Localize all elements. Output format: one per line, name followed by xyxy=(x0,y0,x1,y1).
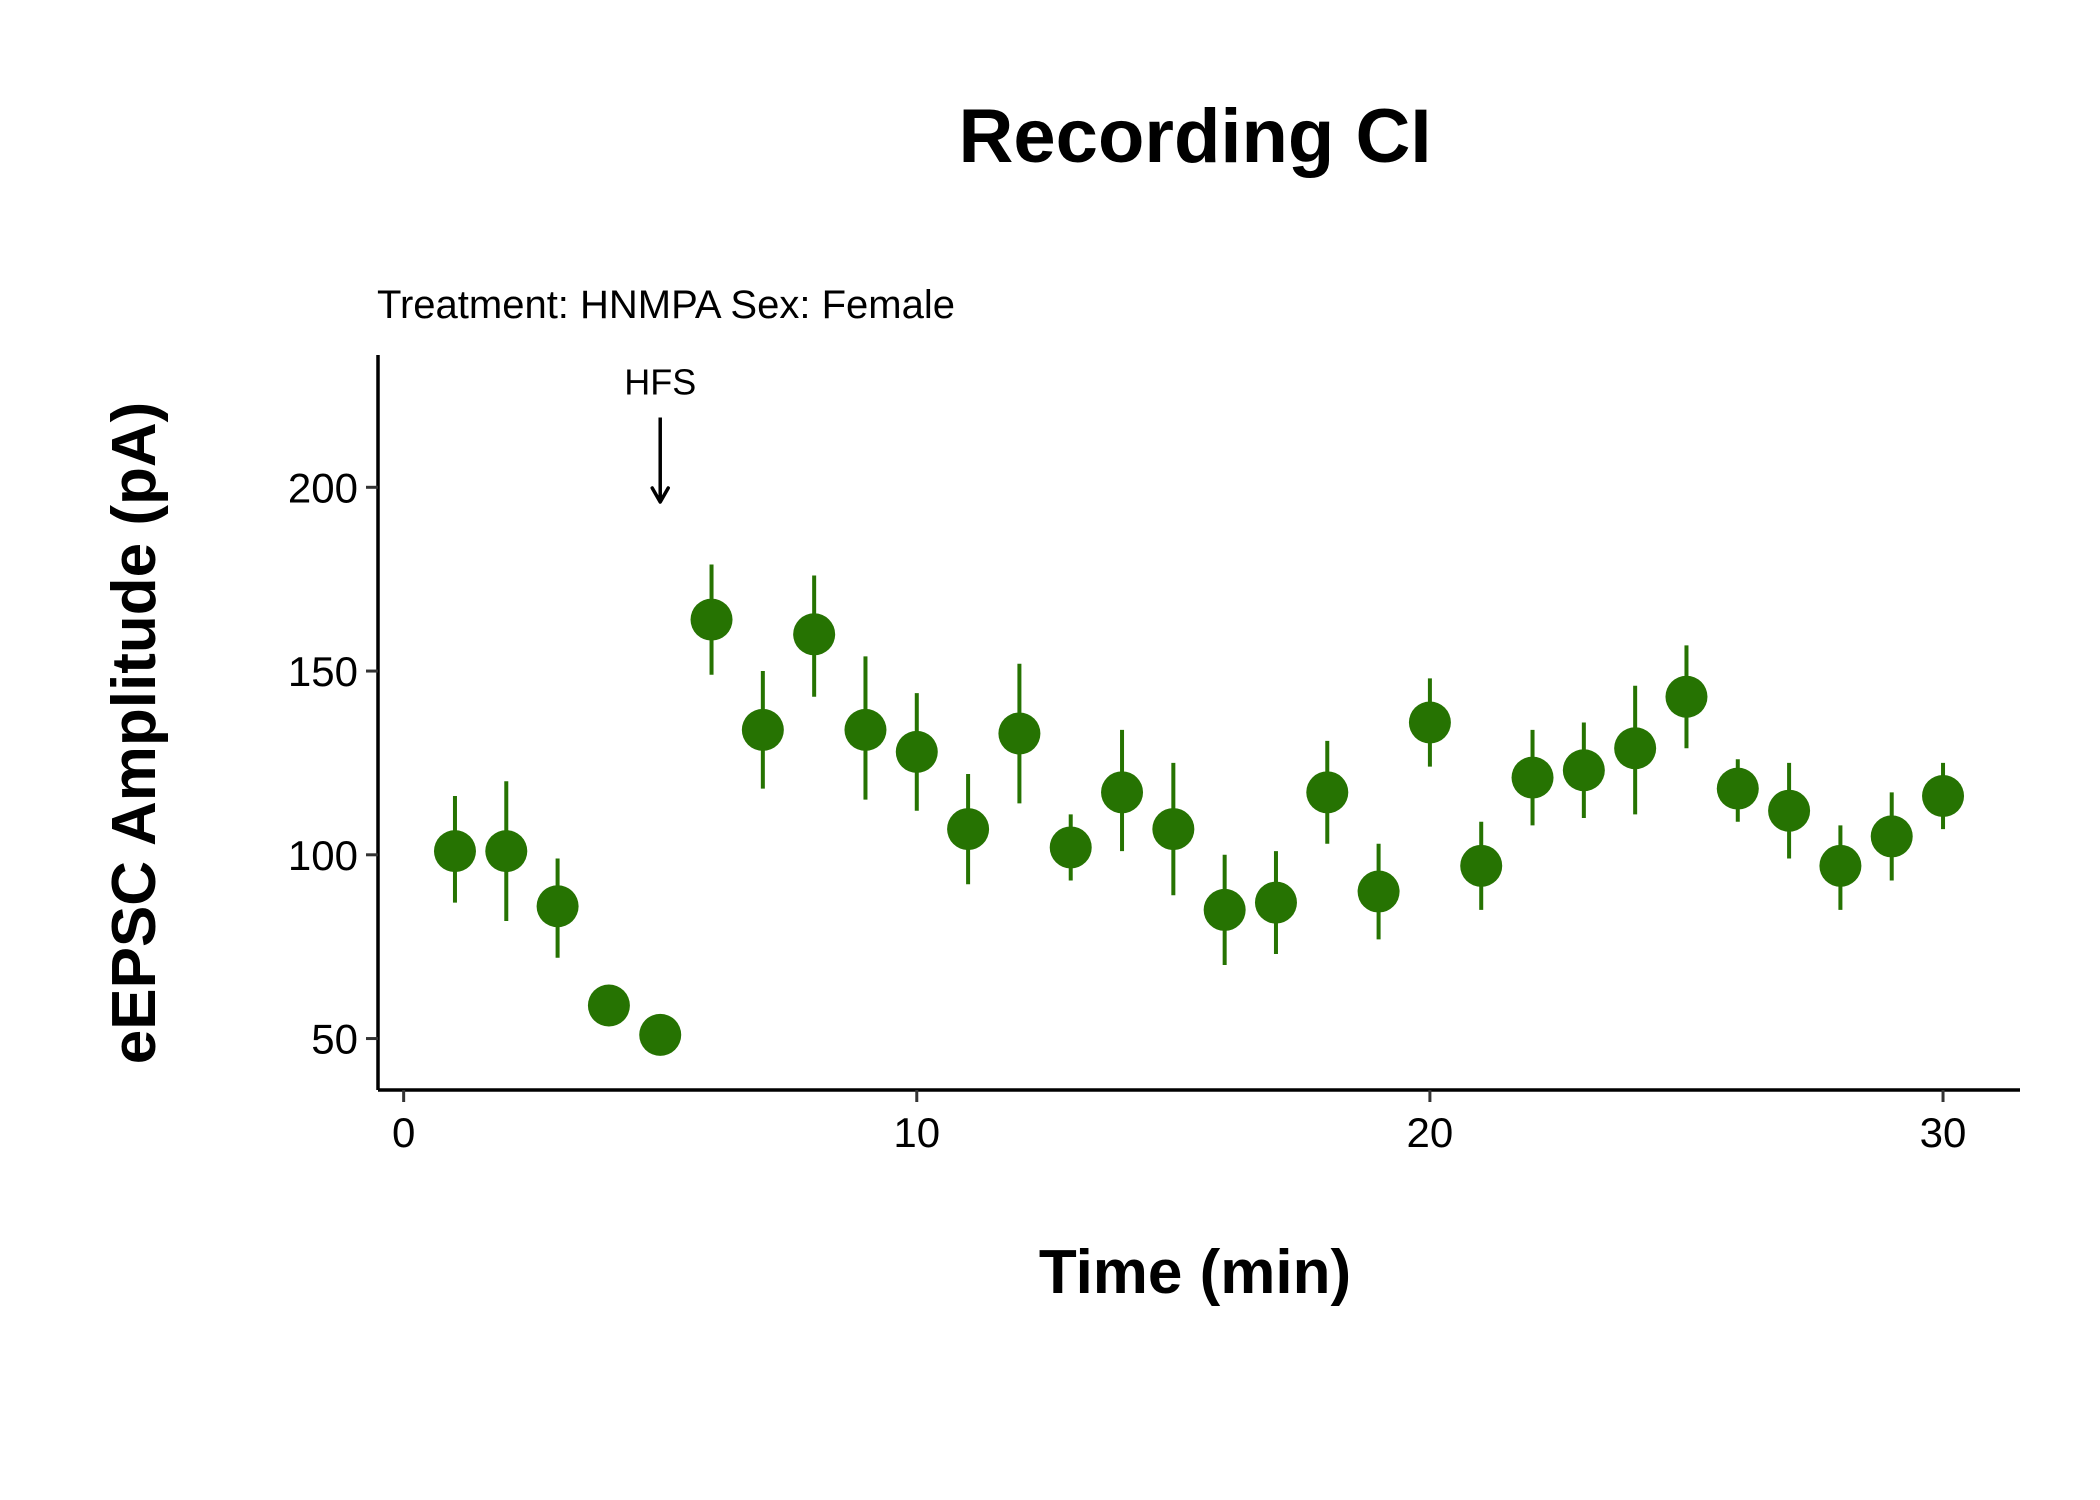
data-point xyxy=(1870,815,1913,858)
chart-title: Recording CI xyxy=(959,94,1432,179)
data-point xyxy=(1152,808,1195,851)
data-point xyxy=(1922,775,1965,817)
data-point xyxy=(1203,888,1246,931)
data-point xyxy=(1101,771,1144,814)
y-tick-label: 100 xyxy=(288,832,358,879)
x-tick-label: 0 xyxy=(392,1109,415,1156)
x-tick-label: 30 xyxy=(1920,1109,1967,1156)
data-point xyxy=(690,598,733,641)
data-point xyxy=(433,830,476,873)
y-tick-label: 200 xyxy=(288,464,358,511)
x-axis-title: Time (min) xyxy=(1039,1238,1351,1307)
data-point xyxy=(1819,844,1862,887)
axes: 0 10 20 30 50 100 150 200 xyxy=(288,355,2020,1156)
data-point xyxy=(895,730,938,773)
y-axis-title: eEPSC Amplitude (pA) xyxy=(100,402,169,1065)
data-point xyxy=(536,885,579,928)
hfs-arrow-head xyxy=(650,486,670,504)
y-tick-label: 150 xyxy=(288,648,358,695)
data-point xyxy=(793,613,836,656)
hfs-label: HFS xyxy=(624,361,696,402)
data-point xyxy=(1306,771,1349,814)
data-point xyxy=(639,1013,682,1056)
data-point xyxy=(1614,727,1657,770)
data-point xyxy=(1768,789,1811,832)
data-point xyxy=(1408,701,1451,744)
data-point xyxy=(947,808,990,851)
data-point xyxy=(1716,767,1759,810)
data-point xyxy=(1357,870,1400,913)
data-point xyxy=(587,984,630,1027)
data-point xyxy=(741,708,784,751)
data-point xyxy=(998,712,1041,755)
data-point xyxy=(1511,756,1554,799)
data-point xyxy=(1562,749,1605,792)
data-point xyxy=(1049,826,1092,869)
data-point xyxy=(1460,844,1503,887)
data-point xyxy=(844,708,887,751)
data-point xyxy=(485,830,528,873)
data-marks xyxy=(433,564,1965,1056)
data-point xyxy=(1665,675,1708,718)
hfs-annotation: HFS xyxy=(624,361,696,504)
x-tick-label: 20 xyxy=(1407,1109,1454,1156)
chart-subtitle: Treatment: HNMPA Sex: Female xyxy=(377,283,955,327)
y-tick-label: 50 xyxy=(311,1016,358,1063)
data-point xyxy=(1254,881,1297,924)
x-tick-label: 10 xyxy=(893,1109,940,1156)
